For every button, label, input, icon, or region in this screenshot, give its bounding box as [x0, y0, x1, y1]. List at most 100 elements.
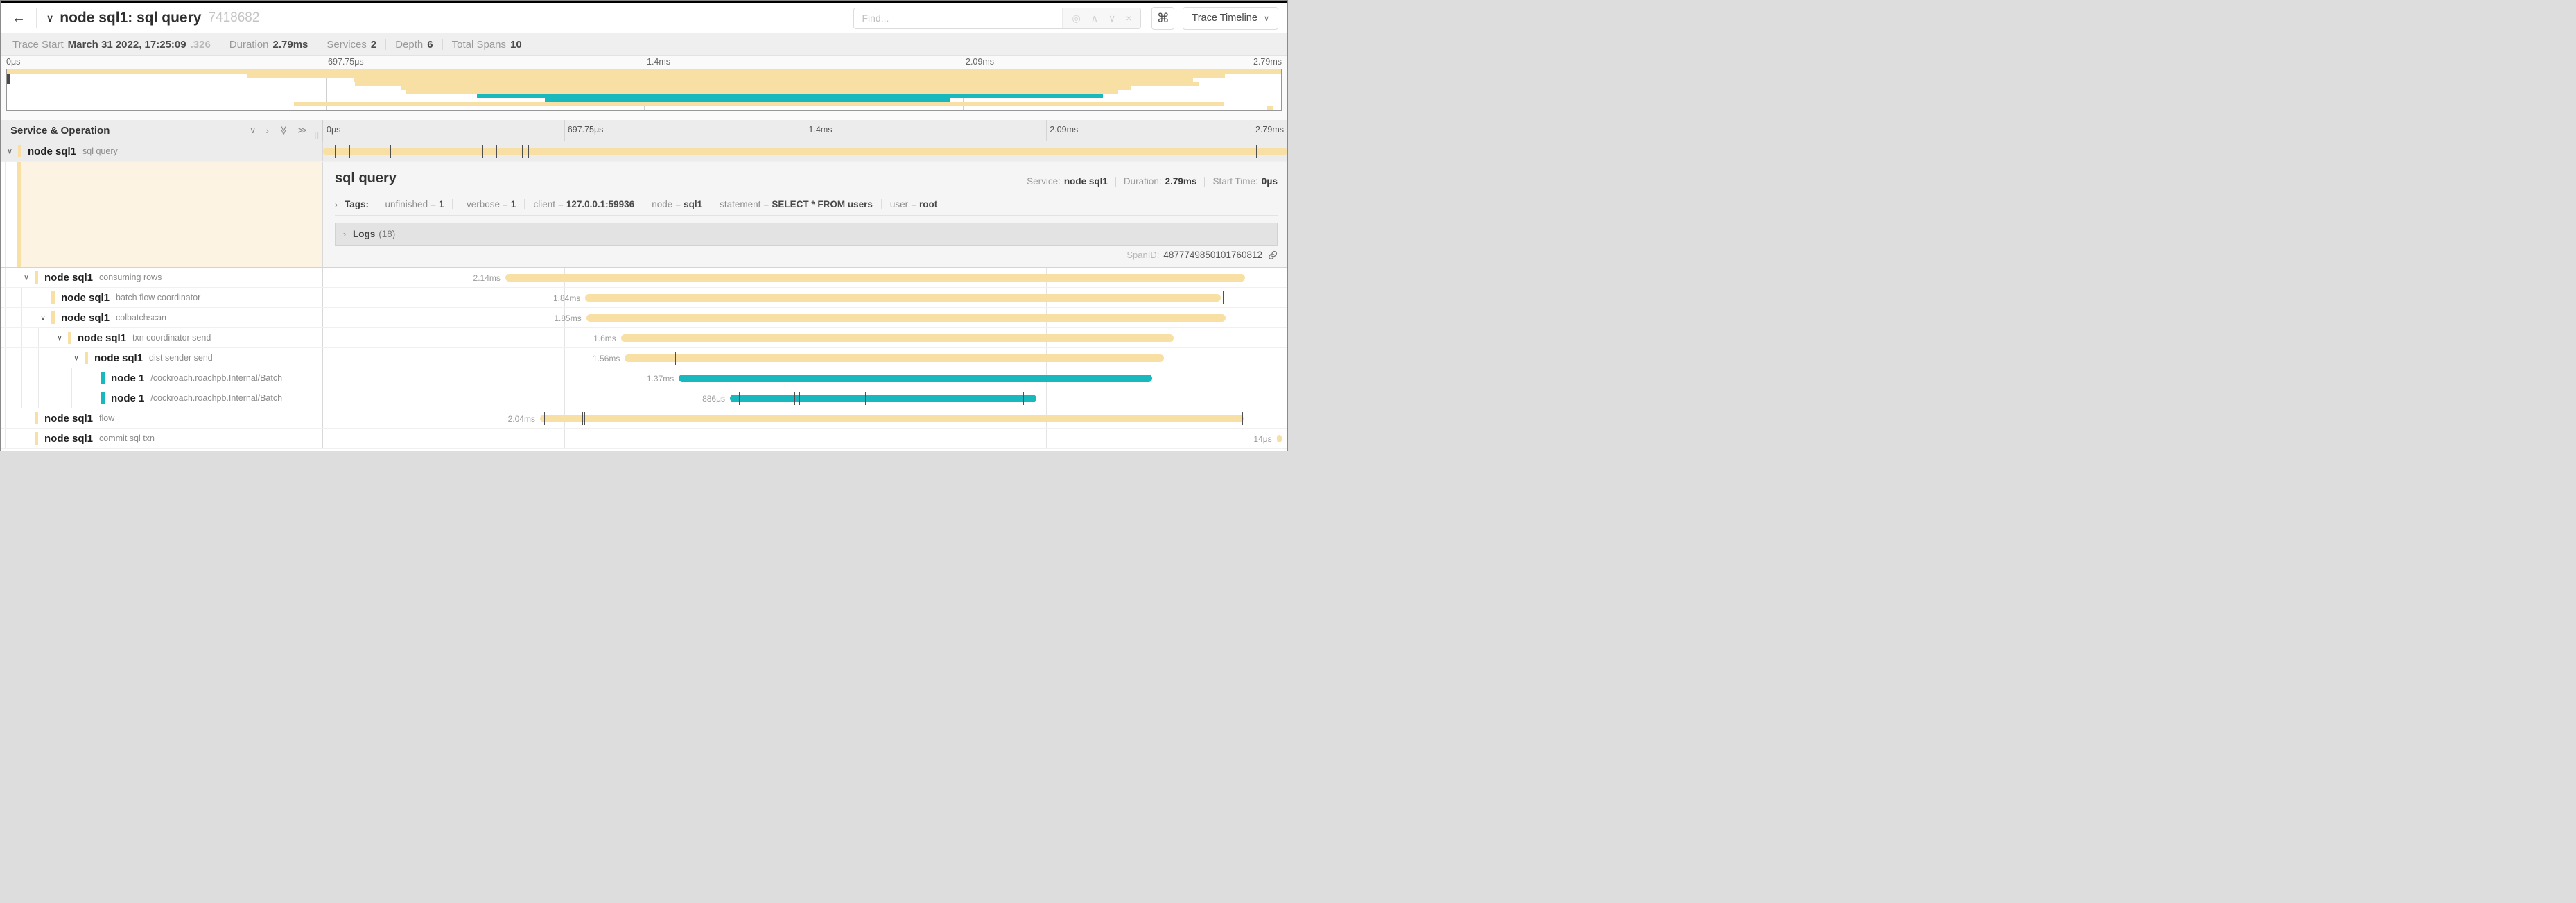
log-marker[interactable] — [582, 412, 584, 425]
expand-one-icon[interactable]: › — [266, 125, 269, 136]
scroll-to-match-icon[interactable]: ◎ — [1072, 12, 1081, 24]
minimap-span-bar[interactable] — [354, 81, 1200, 86]
minimap-scrubber[interactable] — [7, 69, 10, 84]
logs-accordion[interactable]: › Logs (18) — [335, 223, 1278, 246]
span-name-column[interactable]: ∨ node sql1 txn coordinator send — [1, 328, 323, 347]
operation-name: commit sql txn — [99, 433, 155, 443]
back-button[interactable]: ← — [12, 10, 26, 26]
log-marker[interactable] — [1256, 145, 1257, 158]
next-match-icon[interactable]: ∨ — [1108, 12, 1116, 24]
log-marker[interactable] — [799, 392, 801, 405]
log-marker[interactable] — [738, 392, 740, 405]
find-input[interactable] — [854, 8, 1063, 28]
span-row[interactable]: ∨ node sql1 consuming rows 2.14ms — [1, 268, 1287, 288]
span-bar[interactable] — [323, 148, 1287, 155]
span-bar[interactable] — [585, 294, 1221, 302]
trace-collapse-icon[interactable]: ∨ — [46, 12, 54, 24]
collapse-all-icon[interactable]: ≫ — [278, 126, 289, 135]
log-marker[interactable] — [521, 145, 523, 158]
timeline-axis-tick-label: 2.09ms — [1050, 125, 1079, 135]
minimap-span-bar[interactable] — [353, 77, 1194, 82]
span-bar[interactable] — [625, 354, 1164, 362]
log-marker[interactable] — [1222, 291, 1224, 304]
span-track[interactable]: 1.37ms — [323, 368, 1287, 388]
span-bar[interactable] — [505, 274, 1245, 282]
tag-item: statement = SELECT * FROM users — [711, 199, 881, 209]
span-duration-label: 886μs — [702, 393, 725, 404]
span-name-column[interactable]: ∨ node sql1 consuming rows — [1, 268, 323, 287]
minimap-span-bar[interactable] — [406, 89, 1118, 94]
span-bar[interactable] — [586, 314, 1226, 322]
span-track[interactable] — [323, 141, 1287, 161]
span-name-column[interactable]: node sql1 flow — [1, 409, 323, 428]
span-name-column[interactable]: node 1/cockroach.roachpb.Internal/Batch — [1, 368, 323, 388]
log-marker[interactable] — [1022, 392, 1024, 405]
keyboard-shortcuts-button[interactable]: ⌘ — [1151, 6, 1175, 30]
span-row[interactable]: ∨ node sql1 colbatchscan 1.85ms — [1, 308, 1287, 328]
span-name-column[interactable]: ∨ node sql1 colbatchscan — [1, 308, 323, 327]
span-track[interactable]: 1.85ms — [323, 308, 1287, 327]
collapse-one-icon[interactable]: ∨ — [249, 125, 256, 135]
summary-separator — [442, 39, 443, 50]
span-name-column[interactable]: node sql1 commit sql txn — [1, 429, 323, 448]
log-marker[interactable] — [334, 145, 336, 158]
span-row[interactable]: ∨ node sql1 sql query — [1, 141, 1287, 162]
prev-match-icon[interactable]: ∧ — [1090, 12, 1098, 24]
span-row[interactable]: ∨ node sql1 txn coordinator send 1.6ms — [1, 328, 1287, 348]
span-row[interactable]: node 1/cockroach.roachpb.Internal/Batch 1… — [1, 368, 1287, 388]
minimap-span-bar[interactable] — [544, 98, 950, 103]
log-marker[interactable] — [794, 392, 796, 405]
span-track[interactable]: 14μs — [323, 429, 1287, 448]
minimap-span-bar[interactable] — [7, 69, 1281, 74]
column-resize-handle[interactable]: || — [314, 132, 320, 139]
copy-link-icon[interactable] — [1268, 250, 1278, 260]
minimap-span-bar[interactable] — [400, 85, 1131, 90]
span-name-column[interactable]: node sql1 batch flow coordinator — [1, 288, 323, 307]
tree-chevron-icon[interactable]: ∨ — [24, 273, 30, 282]
tree-chevron-icon[interactable]: ∨ — [73, 354, 80, 363]
tree-chevron-icon[interactable]: ∨ — [7, 147, 13, 156]
span-row[interactable]: node sql1 flow 2.04ms — [1, 409, 1287, 429]
clear-find-icon[interactable]: × — [1126, 12, 1132, 24]
span-track[interactable]: 1.6ms — [323, 328, 1287, 347]
tree-chevron-icon[interactable]: ∨ — [57, 334, 63, 343]
tags-row[interactable]: › Tags: _unfinished = 1 _verbose = 1 client = 12… — [335, 194, 1278, 216]
minimap-span-bar[interactable] — [247, 73, 1226, 78]
view-selector-button[interactable]: Trace Timeline ∨ — [1183, 6, 1278, 30]
log-marker[interactable] — [1242, 412, 1243, 425]
span-bar[interactable] — [730, 395, 1037, 402]
span-name-column[interactable]: ∨ node sql1 dist sender send — [1, 348, 323, 368]
span-name-column[interactable]: node 1/cockroach.roachpb.Internal/Batch — [1, 388, 323, 408]
span-row[interactable]: node sql1 batch flow coordinator 1.84ms — [1, 288, 1287, 308]
span-track[interactable]: 2.04ms — [323, 409, 1287, 428]
span-bar[interactable] — [620, 334, 1174, 342]
log-marker[interactable] — [390, 145, 392, 158]
log-marker[interactable] — [528, 145, 530, 158]
log-marker[interactable] — [584, 412, 585, 425]
span-row[interactable]: node sql1 commit sql txn 14μs — [1, 429, 1287, 449]
span-row[interactable]: node 1/cockroach.roachpb.Internal/Batch 8… — [1, 388, 1287, 409]
minimap-span-bar[interactable] — [293, 102, 1224, 107]
expand-all-icon[interactable]: ≫ — [297, 125, 307, 135]
log-marker[interactable] — [675, 352, 676, 365]
span-track[interactable]: 1.56ms — [323, 348, 1287, 368]
log-marker[interactable] — [349, 145, 350, 158]
log-marker[interactable] — [496, 145, 498, 158]
minimap-axis-tick-label: 2.09ms — [966, 57, 994, 67]
span-track[interactable]: 1.84ms — [323, 288, 1287, 307]
log-marker[interactable] — [864, 392, 866, 405]
minimap-canvas[interactable] — [6, 69, 1282, 111]
span-track[interactable]: 886μs — [323, 388, 1287, 408]
span-name-column[interactable]: ∨ node sql1 sql query — [1, 141, 323, 161]
log-marker[interactable] — [482, 145, 483, 158]
span-track[interactable]: 2.14ms — [323, 268, 1287, 287]
timeline-axis-tick-label: 697.75μs — [567, 125, 604, 135]
minimap-span-bar[interactable] — [477, 94, 1103, 98]
span-bar[interactable] — [539, 415, 1244, 422]
log-marker[interactable] — [543, 412, 545, 425]
tree-chevron-icon[interactable]: ∨ — [40, 313, 46, 322]
span-bar[interactable] — [1276, 435, 1282, 442]
span-row[interactable]: ∨ node sql1 dist sender send 1.56ms — [1, 348, 1287, 368]
span-bar[interactable] — [679, 375, 1153, 382]
minimap-span-bar[interactable] — [1267, 106, 1273, 111]
